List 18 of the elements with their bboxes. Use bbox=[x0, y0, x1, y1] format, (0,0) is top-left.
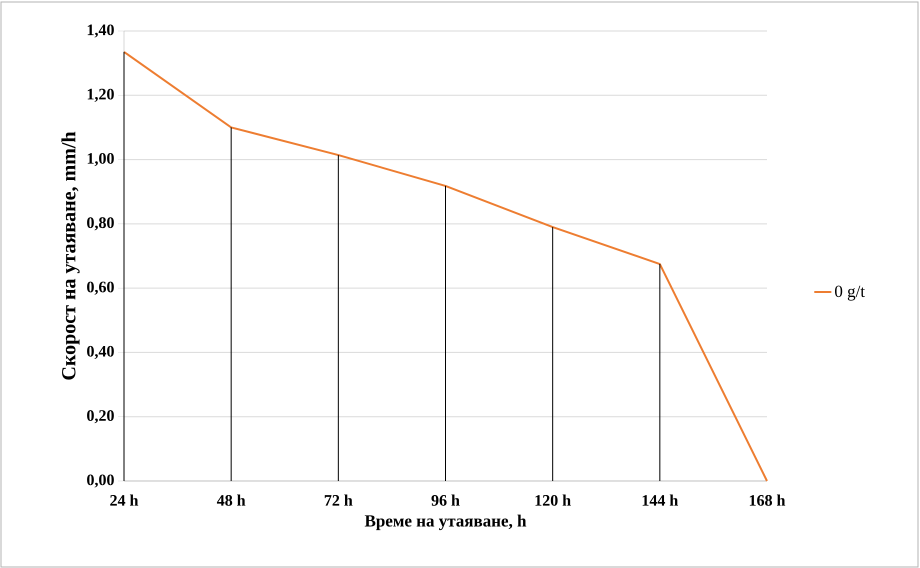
x-tick-label: 96 h bbox=[431, 494, 460, 506]
y-tick-label: 0,20 bbox=[87, 410, 114, 424]
x-tick-label: 168 h bbox=[750, 494, 786, 506]
y-tick-label: 1,40 bbox=[88, 24, 114, 38]
y-tick-label: 0,80 bbox=[87, 217, 114, 230]
x-tick-label: 72 h bbox=[324, 494, 353, 506]
x-axis-title: Време на утаяване, h bbox=[364, 514, 526, 530]
y-tick-label: 1,00 bbox=[88, 153, 114, 166]
x-tick-label: 48 h bbox=[216, 494, 246, 506]
y-tick-label: 0,40 bbox=[87, 346, 114, 359]
x-tick-label: 144 h bbox=[642, 494, 678, 506]
legend-label: 0 g/t bbox=[835, 286, 865, 301]
x-tick-label: 120 h bbox=[536, 494, 571, 506]
y-tick-label: 0,60 bbox=[87, 282, 114, 295]
y-axis-title: Скорост на утаяване, mm/h bbox=[61, 132, 80, 380]
y-tick-label: 0,00 bbox=[87, 474, 114, 488]
y-tick-label: 1,20 bbox=[88, 88, 114, 102]
x-tick-label: 24 h bbox=[110, 494, 138, 506]
